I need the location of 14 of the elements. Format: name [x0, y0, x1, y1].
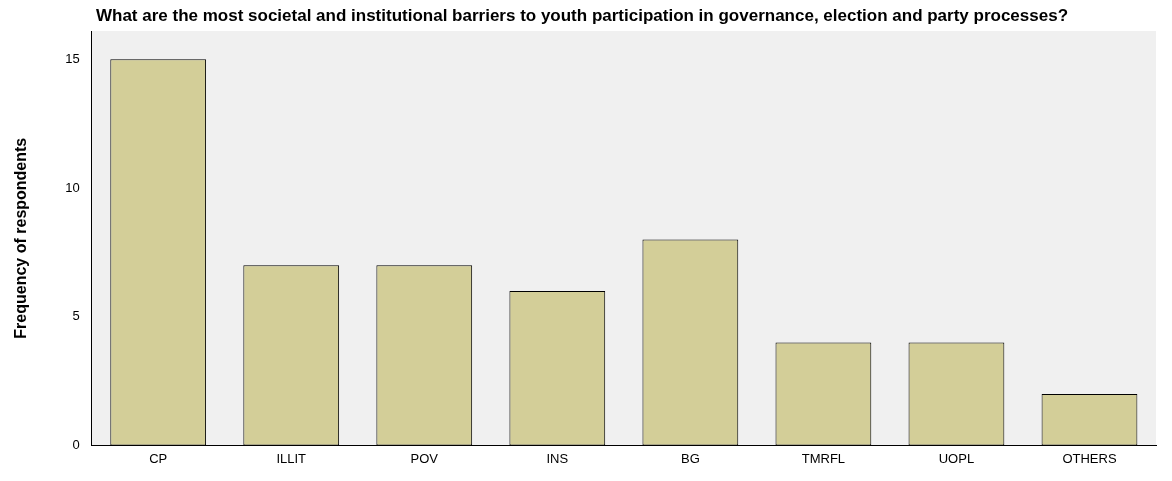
- y-axis-title: Frequency of respondents: [12, 137, 30, 339]
- x-tick-label: TMRFL: [801, 450, 846, 466]
- x-tick-label: POV: [410, 450, 439, 466]
- y-tick-label: 10: [65, 179, 80, 195]
- x-tick-label: CP: [149, 450, 168, 466]
- x-tick-label: OTHERS: [1062, 450, 1117, 466]
- y-tick-label: 0: [72, 436, 80, 452]
- chart-title: What are the most societal and institutional barriers to youth participation in governance, election and party processes?: [95, 6, 1069, 26]
- y-tick-label: 5: [72, 308, 80, 324]
- x-tick-label: UOPL: [938, 450, 975, 466]
- x-tick-label: BG: [680, 450, 700, 466]
- y-tick-label: 15: [65, 50, 80, 66]
- x-tick-label: INS: [546, 450, 569, 466]
- x-tick-label: ILLIT: [276, 450, 307, 466]
